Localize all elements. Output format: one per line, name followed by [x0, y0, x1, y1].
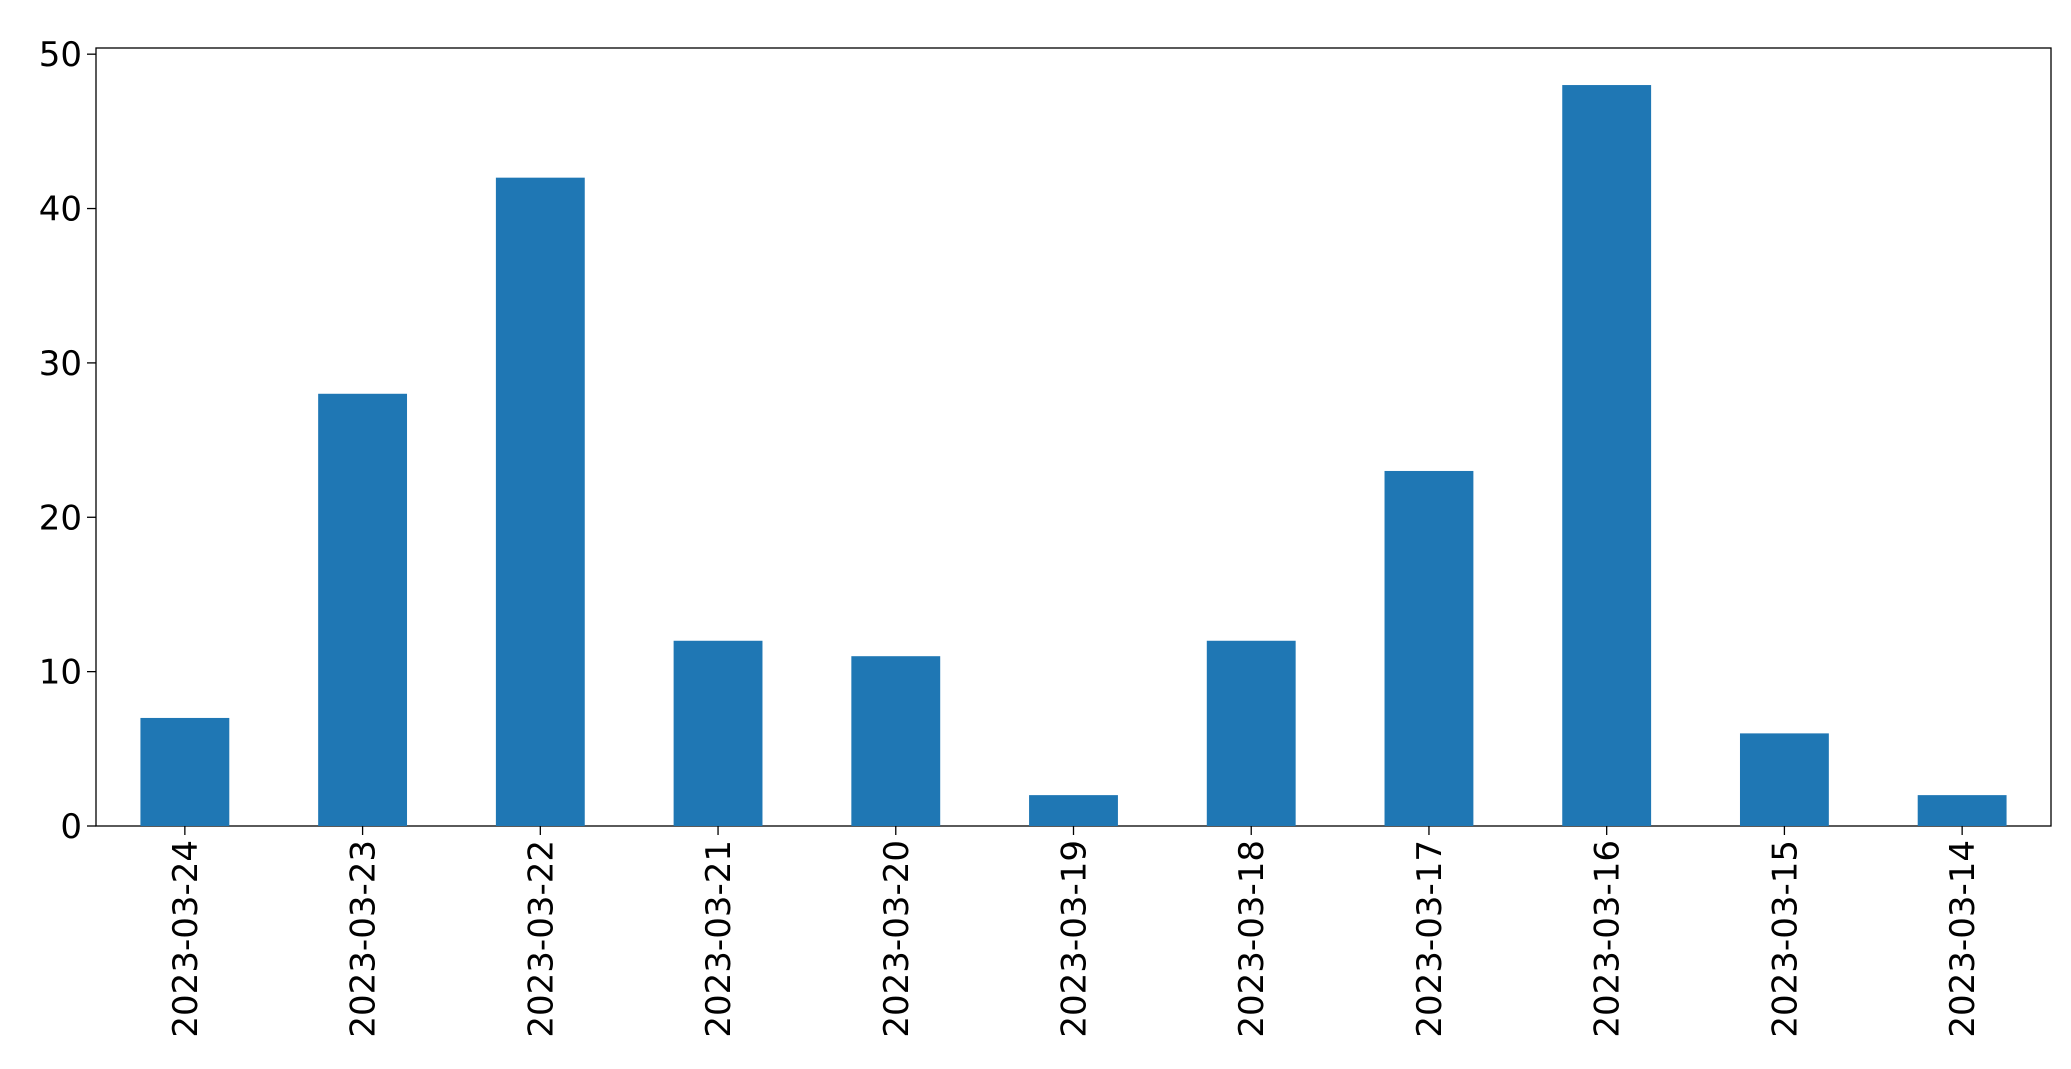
x-tick-label: 2023-03-20: [877, 840, 917, 1038]
bar: [1739, 733, 1829, 826]
y-tick-label: 30: [39, 344, 82, 384]
x-tick-label: 2023-03-14: [1943, 840, 1983, 1038]
y-tick-label: 40: [39, 190, 82, 230]
y-tick-label: 10: [39, 653, 82, 693]
bar: [495, 177, 585, 826]
y-tick-label: 50: [39, 35, 82, 75]
x-tick-label: 2023-03-24: [166, 840, 206, 1038]
bar: [318, 393, 408, 826]
bar: [851, 656, 941, 826]
x-tick-label: 2023-03-18: [1232, 840, 1272, 1038]
x-tick-label: 2023-03-21: [699, 840, 739, 1038]
bar: [1562, 85, 1652, 827]
bar: [1917, 795, 2007, 826]
x-tick-label: 2023-03-23: [344, 840, 384, 1038]
y-tick-label: 0: [60, 807, 82, 847]
x-tick-label: 2023-03-16: [1588, 840, 1628, 1038]
bar: [140, 717, 230, 826]
bar: [1029, 795, 1118, 826]
x-tick-label: 2023-03-17: [1410, 840, 1450, 1038]
x-tick-label: 2023-03-15: [1765, 840, 1805, 1038]
y-tick-label: 20: [39, 498, 82, 538]
bar: [1206, 640, 1296, 826]
x-tick-label: 2023-03-22: [521, 840, 561, 1038]
x-tick-label: 2023-03-19: [1055, 840, 1095, 1038]
bar: [1384, 470, 1474, 826]
bar: [673, 640, 763, 826]
